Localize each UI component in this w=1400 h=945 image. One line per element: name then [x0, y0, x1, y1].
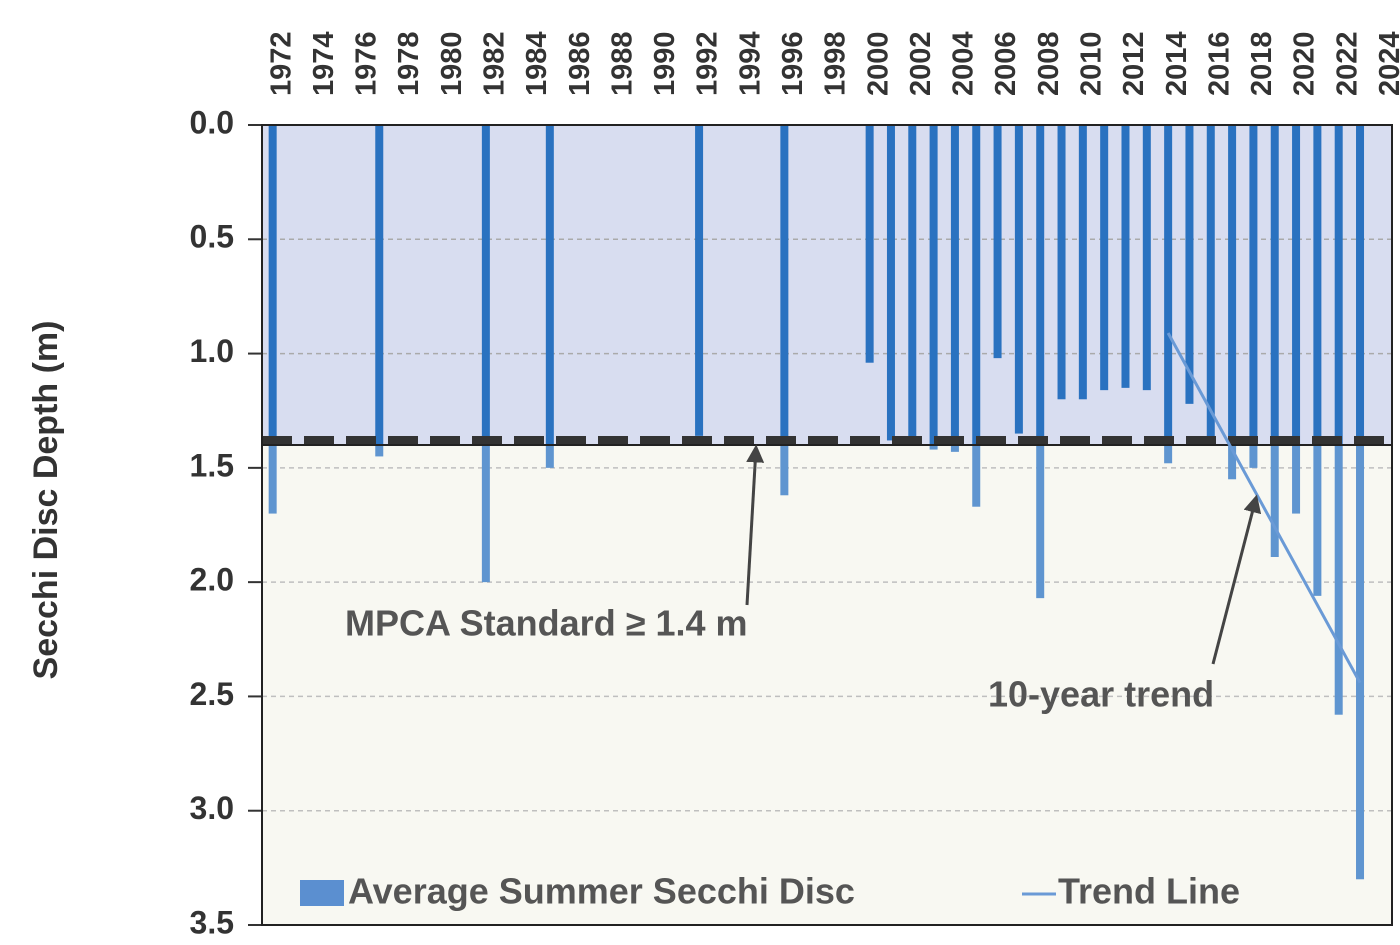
bar	[1036, 125, 1045, 599]
below-standard-tint	[262, 445, 1392, 925]
x-tick-label: 1982	[479, 31, 511, 96]
bar	[1334, 125, 1343, 715]
x-tick-label: 2004	[948, 31, 980, 96]
bar	[1206, 125, 1215, 443]
bar	[1014, 125, 1023, 434]
bar	[481, 125, 490, 583]
x-tick-label: 1976	[351, 31, 383, 96]
bar	[1292, 125, 1301, 514]
x-tick-label: 1994	[734, 31, 766, 96]
x-tick-label: 1974	[308, 31, 340, 96]
x-tick-label: 1984	[521, 31, 553, 96]
bar	[908, 125, 917, 439]
plot-frame	[261, 124, 1393, 926]
bar	[1313, 125, 1322, 596]
x-tick-label: 1998	[820, 31, 852, 96]
y-tick-label: 2.0	[190, 562, 234, 598]
x-tick-label: 2020	[1289, 31, 1321, 96]
above-standard-region	[262, 125, 1392, 445]
x-tick-label: 1988	[606, 31, 638, 96]
x-tick-label: 2000	[862, 31, 894, 96]
bar	[545, 125, 554, 468]
x-tick-label: 1980	[436, 31, 468, 96]
bar	[1164, 125, 1173, 464]
arrow	[1211, 494, 1262, 665]
bar	[1185, 125, 1194, 404]
x-tick-label: 1996	[777, 31, 809, 96]
bar	[1100, 125, 1109, 391]
x-tick-label: 2012	[1118, 31, 1150, 96]
x-tick-label: 2006	[990, 31, 1022, 96]
x-tick-label: 2010	[1076, 31, 1108, 96]
annotation: MPCA Standard ≥ 1.4 m	[345, 603, 748, 644]
bar	[929, 125, 938, 450]
legend-label: Trend Line	[1058, 871, 1240, 912]
y-axis-label: Secchi Disc Depth (m)	[27, 321, 65, 680]
below-standard-region	[262, 445, 1392, 925]
arrow	[745, 444, 765, 606]
x-tick-label: 2016	[1203, 31, 1235, 96]
x-tick-label: 2022	[1331, 31, 1363, 96]
bar	[993, 125, 1002, 359]
x-tick-label: 1978	[393, 31, 425, 96]
x-tick-label: 2002	[905, 31, 937, 96]
bar	[780, 125, 789, 496]
trend-line	[1166, 332, 1362, 684]
bar	[1228, 125, 1237, 480]
annotation: 10-year trend	[988, 674, 1214, 715]
y-tick-label: 1.5	[190, 447, 234, 483]
legend-label: Average Summer Secchi Disc	[348, 871, 855, 912]
y-tick-label: 1.0	[190, 333, 234, 369]
y-tick-label: 0.5	[190, 219, 234, 255]
bar	[375, 125, 384, 457]
bar	[950, 125, 959, 452]
bar	[1356, 125, 1365, 880]
y-tick-label: 3.5	[190, 904, 234, 940]
legend-swatch	[300, 880, 344, 906]
bar	[972, 125, 981, 507]
bar	[268, 125, 277, 514]
x-tick-label: 1992	[692, 31, 724, 96]
bar	[1249, 125, 1258, 468]
bar	[695, 125, 704, 436]
bar	[1142, 125, 1151, 391]
x-tick-label: 2018	[1246, 31, 1278, 96]
x-tick-label: 2014	[1161, 31, 1193, 96]
bar	[865, 125, 874, 363]
x-tick-label: 2024	[1374, 31, 1400, 96]
bar	[1270, 125, 1279, 557]
y-tick-label: 2.5	[190, 676, 234, 712]
x-tick-label: 1990	[649, 31, 681, 96]
y-tick-label: 0.0	[190, 104, 234, 140]
bar	[886, 125, 895, 441]
bar	[1121, 125, 1130, 388]
bar	[1078, 125, 1087, 400]
x-tick-label: 2008	[1033, 31, 1065, 96]
bar	[1057, 125, 1066, 400]
x-tick-label: 1972	[265, 31, 297, 96]
x-tick-label: 1986	[564, 31, 596, 96]
y-tick-label: 3.0	[190, 790, 234, 826]
